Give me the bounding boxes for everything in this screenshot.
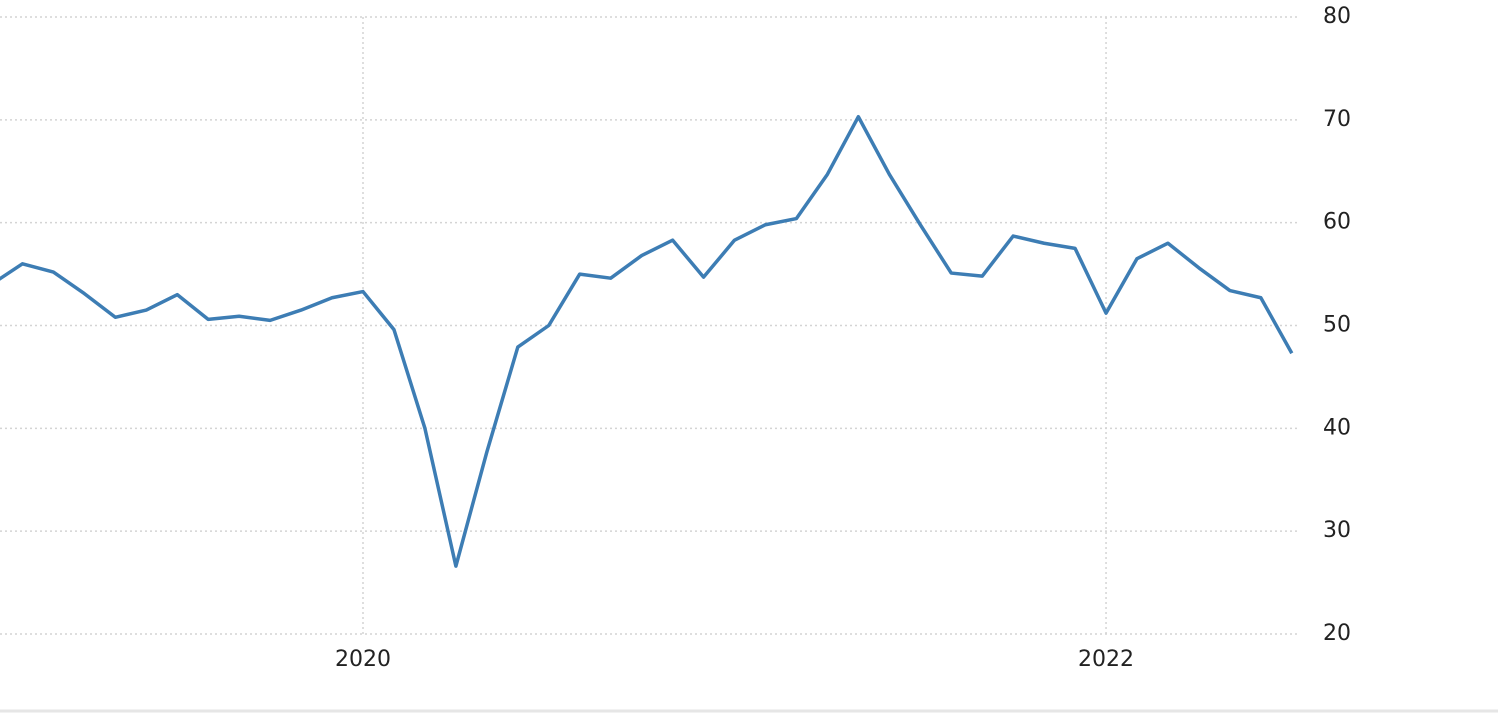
x-tick-label: 2022	[1078, 647, 1134, 672]
y-tick-label: 70	[1323, 107, 1351, 132]
y-tick-label: 60	[1323, 210, 1351, 235]
y-tick-label: 30	[1323, 518, 1351, 543]
y-tick-label: 50	[1323, 313, 1351, 338]
data-line	[0, 114, 1294, 568]
y-tick-label: 20	[1323, 621, 1351, 646]
x-tick-label: 2020	[335, 647, 391, 672]
y-tick-label: 80	[1323, 4, 1351, 29]
y-tick-label: 40	[1323, 415, 1351, 440]
